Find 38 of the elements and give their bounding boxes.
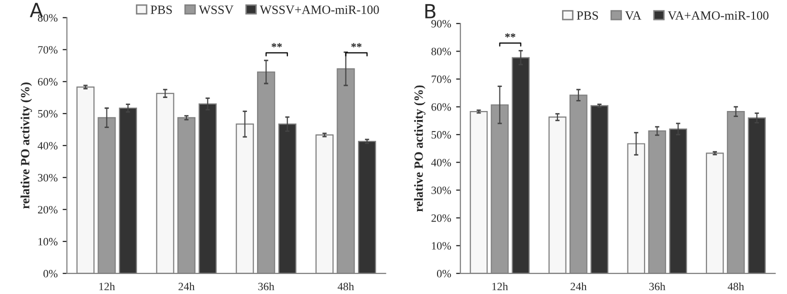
y-tick-label: 0% <box>436 270 451 278</box>
y-tick-label: 30% <box>38 174 58 182</box>
y-tick-label: 20% <box>38 206 58 214</box>
y-tick-label: 70% <box>432 76 451 84</box>
y-tick-label: 50% <box>38 110 58 118</box>
x-tick-label: 48h <box>728 282 744 290</box>
legend-label: VA+AMO-miR-100 <box>668 11 768 20</box>
annotation: ** <box>351 43 362 48</box>
y-axis-title: relative PO activity (%) <box>414 85 426 212</box>
annotation: ** <box>272 43 282 48</box>
y-tick-label: 80% <box>431 48 451 56</box>
x-tick-label: 48h <box>338 282 354 290</box>
x-tick-label: 12h <box>99 282 115 290</box>
legend-label: PBS <box>150 6 172 14</box>
legend-label: PBS <box>576 11 598 20</box>
text: B <box>425 4 436 18</box>
y-tick-label: 10% <box>38 238 58 246</box>
annotation: ** <box>505 33 516 38</box>
y-tick-label: 70% <box>38 46 58 54</box>
y-tick-label: 20% <box>431 214 451 222</box>
x-tick-label: 36h <box>258 282 274 290</box>
x-tick-label: 24h <box>178 282 195 290</box>
x-tick-label: 12h <box>492 282 508 290</box>
y-tick-label: 60% <box>431 103 451 111</box>
y-tick-label: 60% <box>38 78 58 86</box>
y-tick-label: 0% <box>43 270 58 278</box>
y-tick-label: 30% <box>432 186 451 194</box>
legend-label: VA <box>625 11 642 20</box>
y-tick-label: 40% <box>431 158 451 166</box>
legend-label: WSSV+AMO-miR-100 <box>260 6 379 14</box>
x-tick-label: 36h <box>649 282 666 290</box>
legend-label: WSSV <box>198 6 234 14</box>
y-tick-label: 10% <box>432 242 451 250</box>
y-tick-label: 40% <box>38 142 58 150</box>
y-tick-label: 50% <box>432 131 451 139</box>
x-tick-label: 24h <box>570 282 587 290</box>
y-tick-label: 90% <box>431 20 451 28</box>
y-axis-title: relative PO activity (%) <box>20 82 32 209</box>
